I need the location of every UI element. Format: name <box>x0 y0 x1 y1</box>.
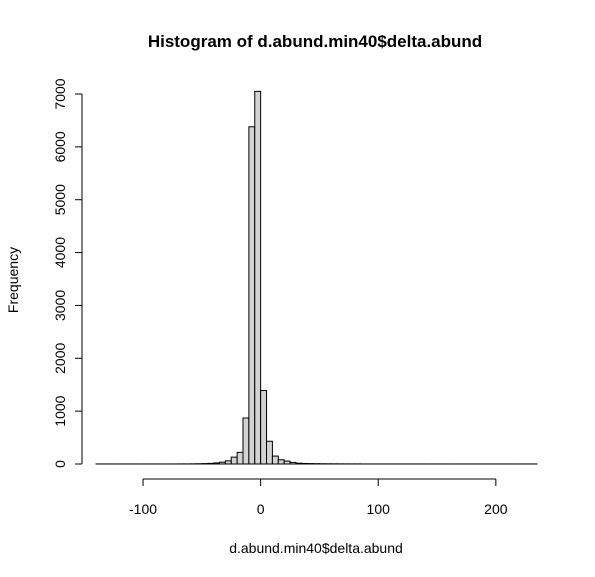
histogram-bar <box>254 90 262 465</box>
y-axis: 0 1000 2000 3000 4000 5000 6000 7000 <box>52 78 83 468</box>
y-tick-label: 6000 <box>52 131 68 162</box>
y-tick-label: 4000 <box>52 237 68 268</box>
chart-title: Histogram of d.abund.min40$delta.abund <box>148 32 482 51</box>
histogram-bar <box>260 390 268 465</box>
histogram-bar <box>207 462 215 465</box>
y-tick-label: 7000 <box>52 78 68 109</box>
histogram-bar <box>236 451 244 465</box>
y-tick-label: 2000 <box>52 343 68 374</box>
y-tick-label: 5000 <box>52 184 68 215</box>
y-axis-label: Frequency <box>5 247 21 313</box>
y-tick-label: 0 <box>52 460 68 468</box>
histogram-bar <box>301 462 309 465</box>
x-axis-label: d.abund.min40$delta.abund <box>229 540 403 556</box>
histogram-bar <box>218 461 226 465</box>
histogram-bar <box>277 459 285 465</box>
x-axis: -100 0 100 200 <box>129 478 508 517</box>
y-tick-label: 1000 <box>52 395 68 426</box>
histogram-bar <box>289 461 297 465</box>
x-tick-label: 200 <box>484 501 508 517</box>
histogram-bar <box>248 126 256 465</box>
histogram-bar <box>230 456 238 465</box>
histogram-bar <box>271 455 279 465</box>
x-tick-label: 0 <box>257 501 265 517</box>
x-tick-label: 100 <box>367 501 391 517</box>
y-tick-label: 3000 <box>52 290 68 321</box>
x-tick-label: -100 <box>129 501 157 517</box>
histogram-bar <box>224 460 232 465</box>
histogram-bar <box>242 417 250 465</box>
histogram-bar <box>266 440 273 465</box>
histogram-bar <box>283 460 291 465</box>
histogram-bar <box>213 462 220 465</box>
bars-group <box>95 90 538 465</box>
histogram-bar <box>295 462 303 465</box>
